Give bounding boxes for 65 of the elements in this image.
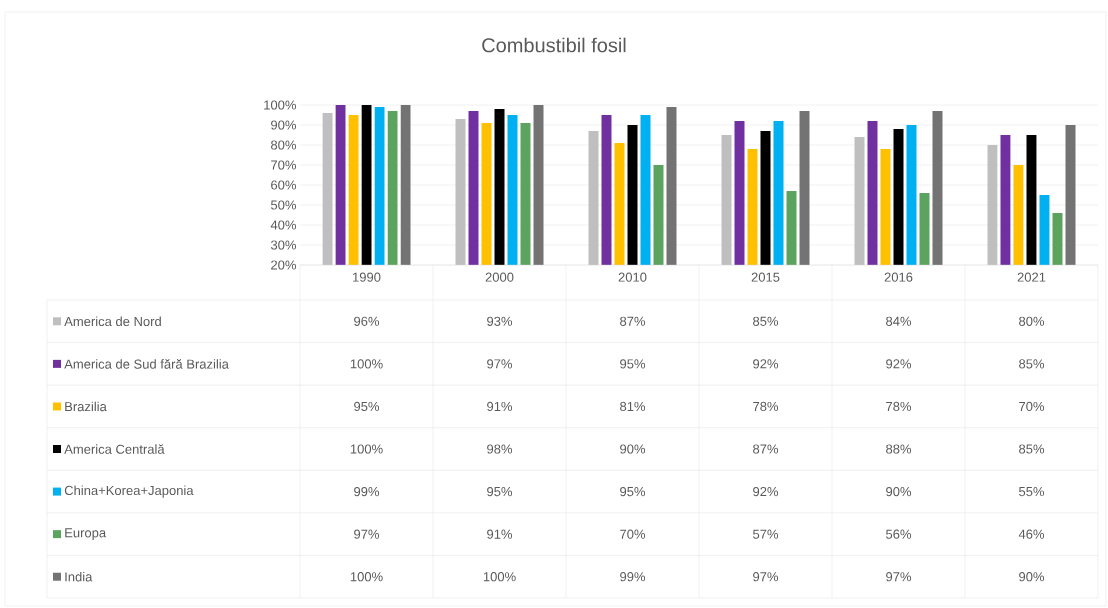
data-label: 90%: [886, 486, 912, 497]
data-label: 70%: [620, 529, 646, 539]
data-label: 90%: [1019, 572, 1045, 582]
legend-label: Brazilia: [65, 401, 107, 412]
x-tick-label: 2016: [884, 272, 913, 282]
data-label: 84%: [886, 316, 912, 326]
y-tick-label: 80%: [271, 140, 297, 150]
data-label: 56%: [886, 529, 912, 539]
data-label: 97%: [886, 572, 912, 582]
data-label: 91%: [487, 401, 513, 412]
data-label: 92%: [753, 486, 779, 497]
y-tick-label: 50%: [270, 200, 297, 210]
data-label: 87%: [753, 444, 779, 454]
legend-label: America Centrală: [64, 444, 165, 454]
y-tick-label: 70%: [271, 160, 297, 170]
data-label: 88%: [886, 444, 912, 454]
legend-label: America de Nord: [64, 316, 161, 327]
legend-label: India: [65, 571, 93, 582]
data-label: 80%: [1019, 316, 1045, 326]
data-label: 98%: [487, 444, 513, 454]
x-tick-label: 2015: [751, 272, 780, 282]
data-label: 57%: [753, 529, 779, 539]
data-label: 100%: [350, 359, 383, 369]
chart-title: Combustibil fosil: [482, 37, 626, 53]
data-label: 97%: [753, 572, 779, 582]
data-label: 100%: [483, 572, 516, 582]
data-label: 95%: [620, 359, 646, 369]
data-label: 96%: [354, 316, 380, 326]
data-label: 70%: [1019, 401, 1045, 412]
data-label: 95%: [354, 401, 380, 412]
data-label: 46%: [1018, 529, 1045, 539]
data-label: 90%: [620, 444, 646, 454]
data-label: 95%: [487, 486, 513, 497]
data-label: 78%: [753, 401, 779, 412]
y-tick-label: 20%: [271, 260, 297, 270]
data-label: 92%: [753, 359, 779, 369]
data-label: 100%: [350, 444, 383, 454]
data-label: 85%: [1019, 444, 1045, 454]
data-label: 85%: [1019, 359, 1045, 369]
data-label: 85%: [753, 316, 779, 326]
data-label: 92%: [886, 359, 912, 369]
data-label: 97%: [487, 359, 513, 369]
y-tick-label: 90%: [271, 120, 297, 130]
data-label: 99%: [354, 486, 380, 497]
data-label: 87%: [620, 316, 646, 326]
y-tick-label: 40%: [270, 220, 297, 230]
data-label: 81%: [620, 401, 646, 412]
data-label: 93%: [487, 316, 513, 326]
data-label: 55%: [1019, 487, 1045, 497]
legend-label: China+Korea+Japonia: [64, 485, 194, 498]
data-label: 100%: [350, 572, 383, 582]
data-label: 95%: [620, 486, 646, 497]
legend-label: America de Sud fără Brazilia: [64, 359, 229, 369]
legend-label: Europa: [65, 528, 107, 540]
x-tick-label: 2021: [1017, 272, 1046, 282]
y-tick-label: 30%: [270, 240, 297, 250]
data-label: 91%: [487, 529, 513, 539]
x-tick-label: 2000: [485, 272, 514, 282]
y-tick-label: 60%: [271, 180, 297, 190]
data-label: 99%: [620, 572, 646, 582]
x-tick-label: 1990: [353, 272, 381, 282]
data-label: 78%: [886, 401, 912, 412]
y-tick-label: 100%: [264, 100, 297, 110]
data-label: 97%: [354, 529, 380, 539]
x-tick-label: 2010: [618, 272, 647, 282]
